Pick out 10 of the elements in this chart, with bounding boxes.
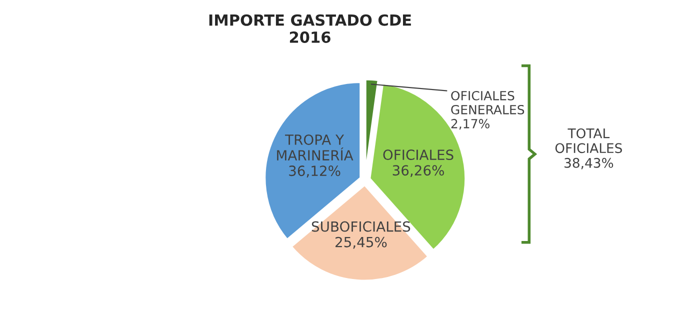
- data-label: 2,17%: [451, 118, 490, 130]
- slice-label: SUBOFICIALES: [312, 221, 410, 232]
- data-label: 25,45%: [336, 236, 387, 249]
- slice-label: OFICIALES: [383, 150, 454, 160]
- data-label: 36,12%: [289, 166, 340, 178]
- chart-title: IMPORTE GASTADO CDE 2016: [209, 14, 411, 43]
- slice-label: TROPA Y MARINERÍA: [277, 134, 354, 160]
- text: TOTAL OFICIALES 38,43%: [555, 128, 622, 170]
- data-label: 36,26%: [392, 165, 444, 178]
- slice-label: OFICIALES GENERALES: [451, 90, 524, 114]
